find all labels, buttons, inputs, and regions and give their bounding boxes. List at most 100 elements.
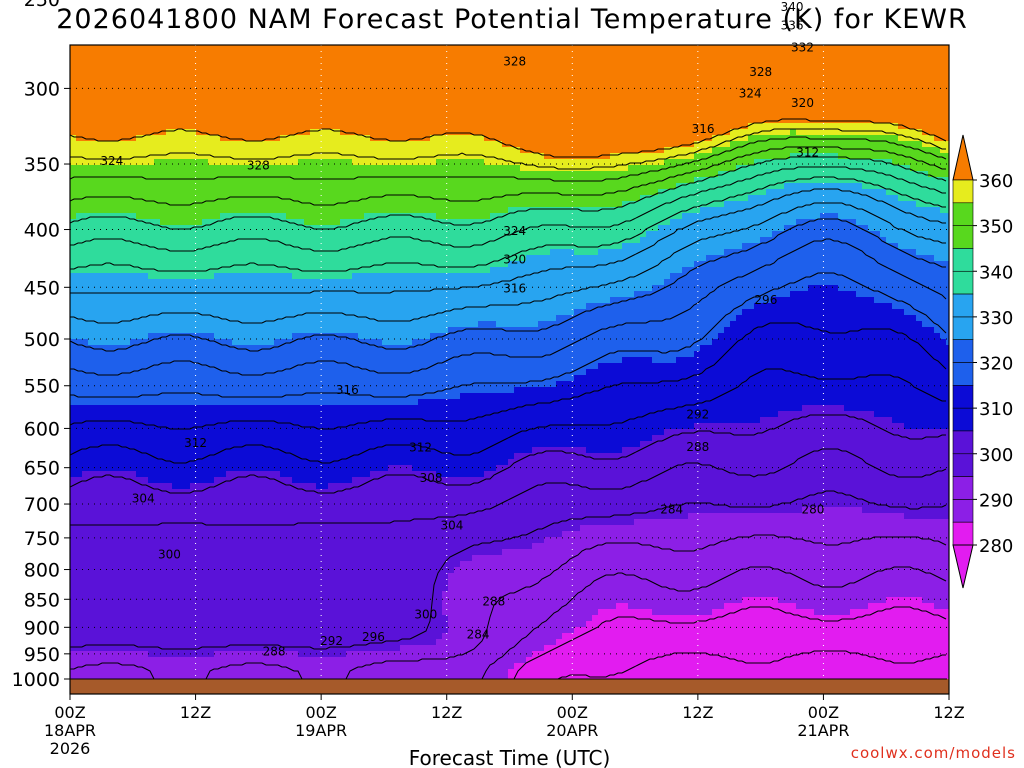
- field-cell: [346, 465, 353, 472]
- field-cell: [88, 489, 95, 496]
- field-cell: [328, 141, 335, 148]
- field-cell: [232, 519, 239, 526]
- field-cell: [262, 603, 269, 610]
- field-cell: [172, 669, 179, 676]
- field-cell: [202, 579, 209, 586]
- field-cell: [298, 435, 305, 442]
- field-cell: [88, 255, 95, 262]
- field-cell: [94, 249, 101, 256]
- field-cell: [310, 135, 317, 142]
- field-cell: [214, 231, 221, 238]
- field-cell: [292, 429, 299, 436]
- field-cell: [136, 429, 143, 436]
- field-cell: [340, 651, 347, 658]
- field-cell: [316, 249, 323, 256]
- field-cell: [142, 57, 149, 64]
- field-cell: [154, 63, 161, 70]
- field-cell: [112, 339, 119, 346]
- field-cell: [280, 459, 287, 466]
- field-cell: [310, 57, 317, 64]
- field-cell: [184, 45, 191, 52]
- field-cell: [100, 651, 107, 658]
- field-cell: [184, 507, 191, 514]
- field-cell: [94, 117, 101, 124]
- field-cell: [316, 435, 323, 442]
- field-cell: [280, 555, 287, 562]
- field-cell: [250, 351, 257, 358]
- field-cell: [262, 147, 269, 154]
- field-cell: [334, 261, 341, 268]
- field-cell: [88, 477, 95, 484]
- field-cell: [244, 51, 251, 58]
- field-cell: [118, 351, 125, 358]
- field-cell: [298, 489, 305, 496]
- field-cell: [190, 405, 197, 412]
- field-cell: [190, 585, 197, 592]
- field-cell: [88, 63, 95, 70]
- field-cell: [328, 603, 335, 610]
- field-cell: [166, 147, 173, 154]
- field-cell: [220, 423, 227, 430]
- field-cell: [76, 525, 83, 532]
- field-cell: [208, 273, 215, 280]
- field-cell: [112, 675, 119, 682]
- field-cell: [166, 279, 173, 286]
- field-cell: [316, 201, 323, 208]
- field-cell: [190, 663, 197, 670]
- field-cell: [94, 495, 101, 502]
- field-cell: [190, 471, 197, 478]
- field-cell: [226, 51, 233, 58]
- field-cell: [262, 57, 269, 64]
- field-cell: [70, 459, 77, 466]
- field-cell: [172, 675, 179, 682]
- field-cell: [220, 45, 227, 52]
- field-cell: [268, 549, 275, 556]
- field-cell: [316, 561, 323, 568]
- field-cell: [208, 549, 215, 556]
- field-cell: [94, 633, 101, 640]
- field-cell: [244, 555, 251, 562]
- field-cell: [298, 363, 305, 370]
- field-cell: [262, 585, 269, 592]
- field-cell: [88, 633, 95, 640]
- field-cell: [328, 453, 335, 460]
- field-cell: [268, 171, 275, 178]
- field-cell: [106, 411, 113, 418]
- field-cell: [70, 51, 77, 58]
- field-cell: [298, 477, 305, 484]
- field-cell: [178, 123, 185, 130]
- field-cell: [256, 381, 263, 388]
- field-cell: [88, 351, 95, 358]
- field-cell: [268, 669, 275, 676]
- field-cell: [76, 201, 83, 208]
- field-cell: [148, 147, 155, 154]
- field-cell: [88, 561, 95, 568]
- field-cell: [196, 513, 203, 520]
- field-cell: [256, 249, 263, 256]
- field-cell: [298, 339, 305, 346]
- field-cell: [82, 183, 89, 190]
- field-cell: [196, 351, 203, 358]
- field-cell: [112, 135, 119, 142]
- field-cell: [316, 351, 323, 358]
- field-cell: [328, 387, 335, 394]
- field-cell: [310, 531, 317, 538]
- field-cell: [220, 279, 227, 286]
- field-cell: [172, 381, 179, 388]
- field-cell: [112, 621, 119, 628]
- field-cell: [76, 549, 83, 556]
- field-cell: [262, 111, 269, 118]
- field-cell: [184, 309, 191, 316]
- field-cell: [118, 381, 125, 388]
- field-cell: [220, 669, 227, 676]
- field-cell: [160, 375, 167, 382]
- field-cell: [142, 237, 149, 244]
- field-cell: [262, 561, 269, 568]
- field-cell: [304, 45, 311, 52]
- field-cell: [316, 639, 323, 646]
- field-cell: [334, 417, 341, 424]
- field-cell: [322, 351, 329, 358]
- field-cell: [340, 531, 347, 538]
- field-cell: [208, 363, 215, 370]
- field-cell: [154, 597, 161, 604]
